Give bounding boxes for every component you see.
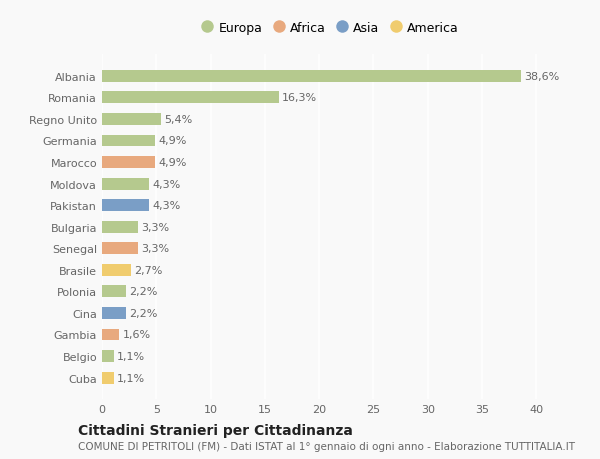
Bar: [102, 92, 279, 104]
Legend: Europa, Africa, Asia, America: Europa, Africa, Asia, America: [196, 17, 464, 39]
Bar: [102, 308, 126, 319]
Text: 4,3%: 4,3%: [152, 201, 180, 211]
Text: 4,9%: 4,9%: [158, 158, 187, 168]
Text: 2,2%: 2,2%: [129, 308, 158, 318]
Text: 3,3%: 3,3%: [141, 244, 169, 254]
Bar: [102, 71, 521, 83]
Bar: [102, 178, 149, 190]
Text: 1,1%: 1,1%: [117, 373, 145, 383]
Text: 2,7%: 2,7%: [134, 265, 163, 275]
Text: 38,6%: 38,6%: [524, 72, 560, 82]
Bar: [102, 243, 138, 255]
Bar: [102, 200, 149, 212]
Bar: [102, 264, 131, 276]
Text: Cittadini Stranieri per Cittadinanza: Cittadini Stranieri per Cittadinanza: [78, 423, 353, 437]
Text: 3,3%: 3,3%: [141, 222, 169, 232]
Text: 2,2%: 2,2%: [129, 287, 158, 297]
Bar: [102, 350, 114, 362]
Text: 1,1%: 1,1%: [117, 351, 145, 361]
Text: 4,9%: 4,9%: [158, 136, 187, 146]
Text: COMUNE DI PETRITOLI (FM) - Dati ISTAT al 1° gennaio di ogni anno - Elaborazione : COMUNE DI PETRITOLI (FM) - Dati ISTAT al…: [78, 441, 575, 451]
Bar: [102, 221, 138, 233]
Bar: [102, 372, 114, 384]
Text: 16,3%: 16,3%: [282, 93, 317, 103]
Text: 4,3%: 4,3%: [152, 179, 180, 189]
Text: 1,6%: 1,6%: [122, 330, 151, 340]
Bar: [102, 114, 161, 126]
Bar: [102, 329, 119, 341]
Bar: [102, 157, 155, 168]
Text: 5,4%: 5,4%: [164, 115, 192, 125]
Bar: [102, 286, 126, 297]
Bar: [102, 135, 155, 147]
